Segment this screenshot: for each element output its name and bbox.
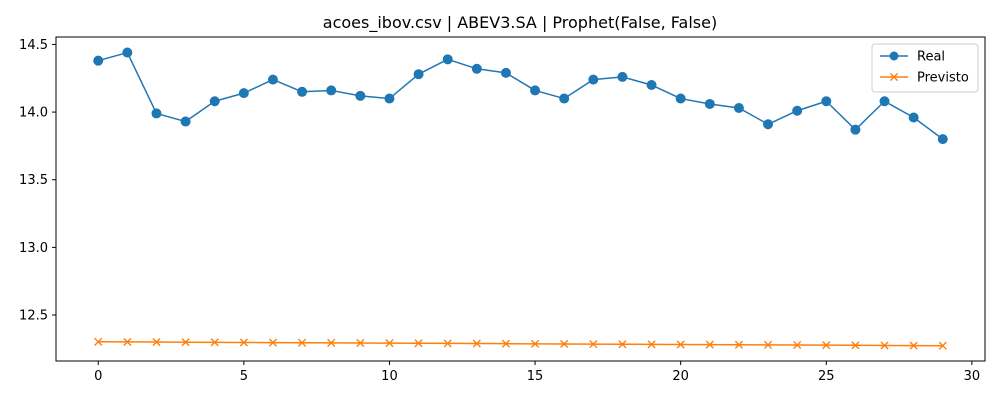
data-point-real — [471, 63, 482, 74]
data-point-real — [209, 96, 220, 107]
legend-marker-previsto — [889, 72, 899, 82]
y-axis: 12.5 13.0 13.5 14.0 14.5 — [19, 38, 56, 324]
data-point-previsto — [472, 339, 481, 348]
data-point-previsto — [443, 339, 452, 348]
data-point-real — [180, 116, 191, 127]
data-point-real — [500, 67, 511, 78]
x-tick-label: 30 — [964, 369, 981, 384]
data-point-real — [733, 103, 744, 114]
data-point-real — [937, 134, 948, 145]
data-point-previsto — [647, 340, 656, 349]
data-point-real — [763, 119, 774, 130]
data-point-previsto — [152, 337, 161, 347]
data-point-real — [559, 93, 570, 104]
y-tick-label: 13.0 — [19, 241, 48, 256]
series-line-previsto — [98, 341, 943, 347]
data-point-real — [850, 124, 861, 135]
data-point-previsto — [822, 341, 831, 350]
x-tick-label: 20 — [672, 369, 689, 384]
data-point-real — [326, 85, 337, 96]
data-point-previsto — [676, 340, 685, 349]
data-point-previsto — [705, 340, 714, 349]
legend-marker-real — [889, 51, 899, 61]
data-point-previsto — [880, 341, 889, 350]
data-point-previsto — [181, 338, 190, 347]
data-point-real — [384, 93, 395, 104]
data-point-real — [442, 54, 453, 65]
data-point-real — [530, 85, 541, 96]
data-point-real — [267, 74, 278, 85]
data-point-real — [93, 55, 104, 66]
data-point-previsto — [268, 338, 278, 347]
legend-label-real: Real — [917, 50, 945, 65]
data-point-previsto — [327, 338, 336, 347]
x-tick-label: 10 — [381, 369, 398, 384]
data-point-previsto — [356, 338, 365, 348]
data-point-previsto — [239, 338, 248, 347]
x-tick-label: 0 — [94, 369, 102, 384]
y-tick-label: 12.5 — [19, 309, 48, 324]
data-point-real — [238, 88, 249, 99]
data-point-previsto — [210, 338, 219, 347]
x-tick-label: 25 — [818, 369, 835, 384]
data-point-real — [588, 74, 599, 85]
chart-title: acoes_ibov.csv | ABEV3.SA | Prophet(Fals… — [323, 13, 717, 33]
x-tick-label: 15 — [527, 369, 544, 384]
data-point-previsto — [560, 339, 569, 349]
y-tick-label: 14.0 — [19, 106, 48, 121]
data-point-real — [355, 90, 366, 101]
data-point-real — [675, 93, 686, 104]
data-point-previsto — [94, 337, 103, 346]
data-point-real — [151, 108, 162, 119]
data-point-real — [908, 112, 919, 123]
chart-marks — [93, 47, 948, 350]
legend-label-previsto: Previsto — [917, 71, 969, 86]
data-point-previsto — [123, 337, 132, 347]
legend: Real Previsto — [871, 43, 979, 93]
data-point-previsto — [734, 340, 744, 349]
data-point-previsto — [297, 338, 307, 347]
data-point-real — [297, 86, 308, 97]
data-point-previsto — [530, 339, 540, 348]
data-point-previsto — [763, 340, 773, 349]
data-point-real — [879, 96, 890, 107]
data-point-previsto — [793, 340, 802, 350]
x-tick-label: 5 — [240, 369, 248, 384]
y-tick-label: 13.5 — [19, 173, 48, 188]
data-point-previsto — [938, 341, 947, 350]
data-point-real — [821, 96, 832, 107]
series-line-real — [98, 51, 944, 140]
data-point-real — [646, 80, 657, 91]
data-point-real — [413, 69, 424, 80]
data-point-previsto — [909, 341, 918, 350]
data-point-previsto — [501, 339, 511, 348]
plot-frame — [55, 36, 986, 362]
data-point-previsto — [851, 341, 860, 350]
data-point-real — [704, 98, 715, 109]
data-point-real — [122, 47, 133, 58]
data-point-previsto — [589, 339, 598, 349]
data-point-previsto — [385, 339, 394, 348]
data-point-real — [792, 105, 803, 116]
data-point-previsto — [618, 340, 627, 349]
x-axis: 0 5 10 15 20 25 30 — [94, 361, 980, 384]
y-tick-label: 14.5 — [19, 38, 48, 53]
data-point-previsto — [414, 339, 423, 348]
data-point-real — [617, 71, 628, 82]
